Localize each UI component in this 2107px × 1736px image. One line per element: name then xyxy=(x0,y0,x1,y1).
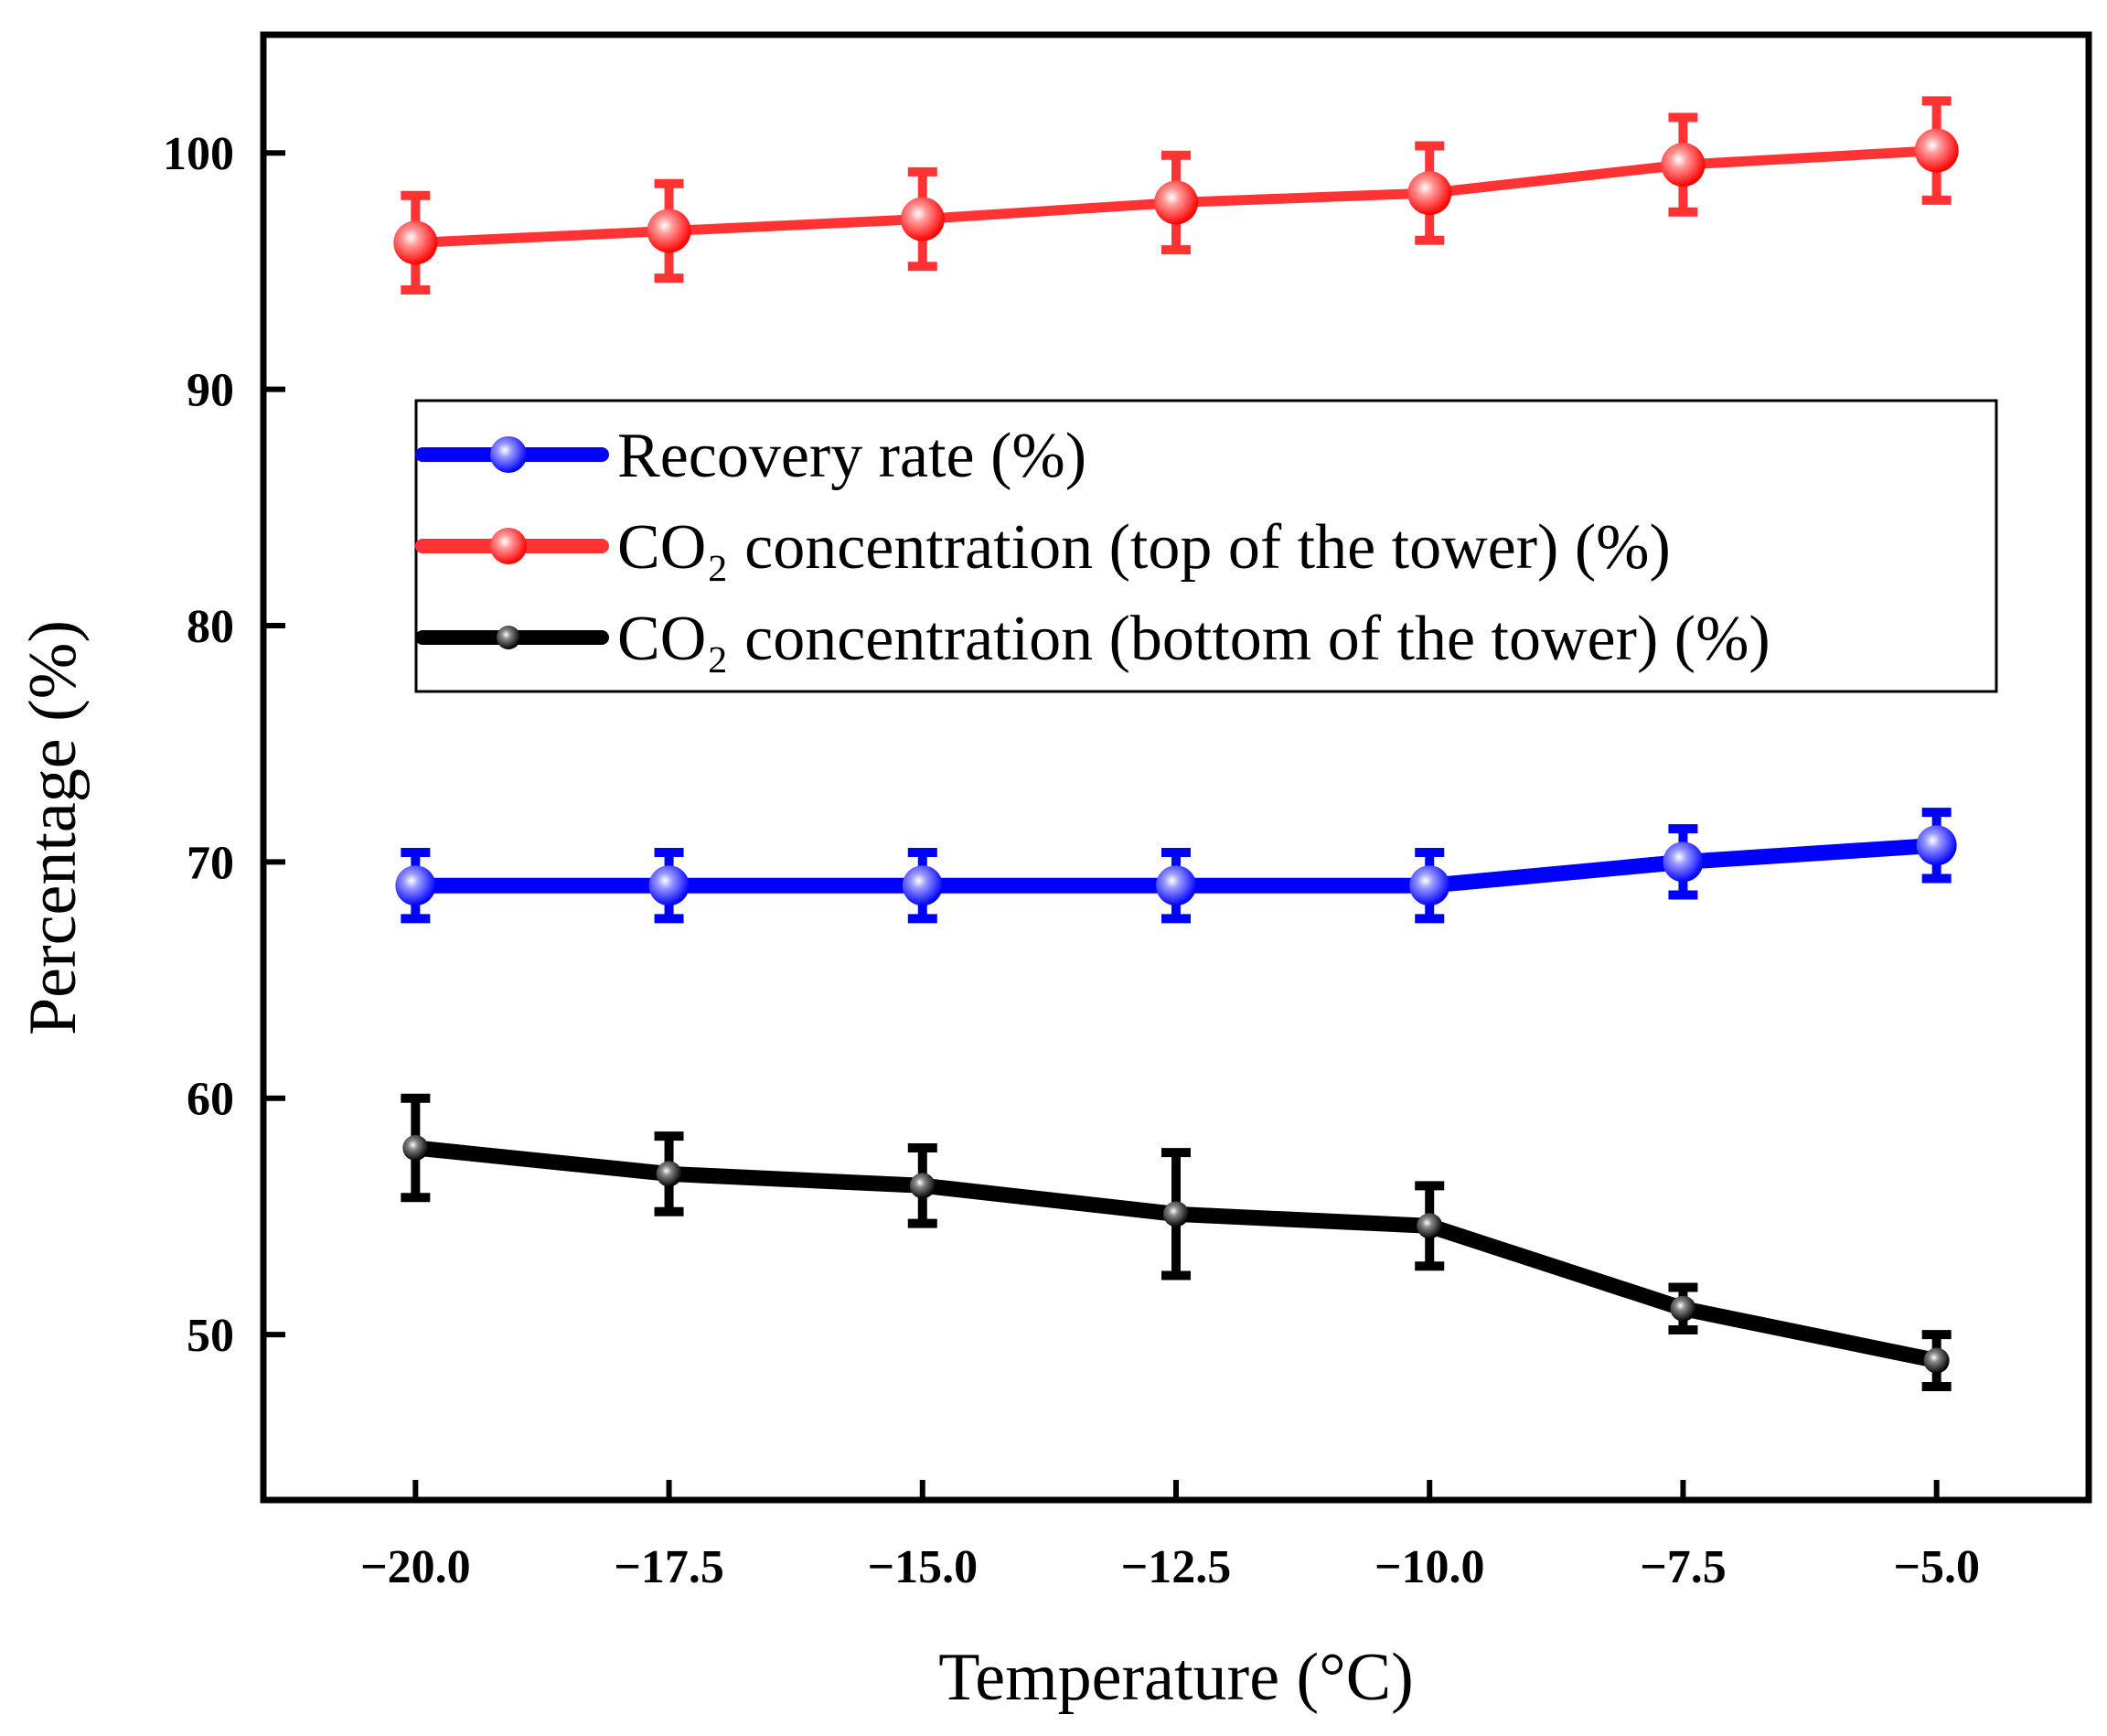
x-tick-label: −15.0 xyxy=(867,1541,978,1593)
data-point-recovery-rate xyxy=(1409,865,1450,906)
legend-item-recovery-rate: Recovery rate (%) xyxy=(415,421,1086,491)
x-axis-title: Temperature (°C) xyxy=(938,1640,1414,1715)
data-point-recovery-rate xyxy=(648,865,690,906)
data-point-co2-bottom xyxy=(1923,1347,1950,1374)
data-point-co2-bottom xyxy=(656,1161,682,1187)
legend-marker-recovery-rate xyxy=(490,436,527,473)
data-point-recovery-rate xyxy=(395,865,436,906)
plot-frame xyxy=(260,31,2092,1504)
data-point-recovery-rate xyxy=(1156,865,1196,906)
data-point-co2-top xyxy=(1661,143,1706,188)
data-point-co2-top xyxy=(1154,180,1198,225)
data-point-co2-top xyxy=(1407,171,1452,216)
x-tick-label: −12.5 xyxy=(1121,1541,1232,1593)
data-point-co2-top xyxy=(647,209,691,253)
y-tick-label: 100 xyxy=(163,128,234,180)
series-co2-bottom xyxy=(401,1093,1952,1391)
y-axis-title: Percentage (%) xyxy=(16,620,91,1035)
data-point-co2-bottom xyxy=(402,1135,429,1162)
y-tick-label: 80 xyxy=(187,601,234,653)
plot-area xyxy=(393,96,1959,1391)
y-tick-label: 90 xyxy=(187,365,234,417)
data-point-co2-bottom xyxy=(1163,1201,1189,1227)
legend-label-co2-top: CO₂ concentration (top of the tower) (%) xyxy=(617,512,1671,583)
legend-marker-co2-bottom xyxy=(497,626,520,649)
legend-label-co2-bottom: CO₂ concentration (bottom of the tower) … xyxy=(617,604,1770,674)
data-point-co2-bottom xyxy=(1417,1213,1443,1239)
legend-frame xyxy=(414,399,1998,693)
data-point-co2-bottom xyxy=(1670,1295,1696,1322)
data-point-co2-top xyxy=(393,220,438,265)
y-tick-label: 60 xyxy=(187,1074,234,1126)
series-recovery-rate xyxy=(395,808,1957,924)
x-tick-label: −10.0 xyxy=(1374,1541,1485,1593)
x-tick-label: −17.5 xyxy=(614,1541,724,1593)
series-co2-top xyxy=(393,96,1959,295)
data-point-co2-bottom xyxy=(909,1173,936,1199)
legend-item-co2-bottom: CO₂ concentration (bottom of the tower) … xyxy=(415,604,1770,674)
data-point-recovery-rate xyxy=(1663,841,1704,883)
legend-marker-co2-top xyxy=(490,528,527,564)
axes: −20.0 −17.5 −15.0 −12.5 −10.0 −7.5 −5.0 50 60 70 8… xyxy=(163,128,1980,1593)
legend: Recovery rate (%) CO₂ concentration (top… xyxy=(414,399,1998,693)
data-point-co2-top xyxy=(1914,128,1959,173)
x-tick-label: −20.0 xyxy=(360,1541,471,1593)
x-tick-label: −5.0 xyxy=(1893,1541,1980,1593)
data-point-co2-top xyxy=(900,197,945,241)
legend-item-co2-top: CO₂ concentration (top of the tower) (%) xyxy=(415,512,1671,583)
x-tick-label: −7.5 xyxy=(1640,1541,1727,1593)
legend-label-recovery-rate: Recovery rate (%) xyxy=(617,421,1086,491)
y-tick-label: 50 xyxy=(187,1310,234,1362)
data-point-recovery-rate xyxy=(902,865,943,906)
data-point-recovery-rate xyxy=(1916,825,1957,866)
y-tick-label: 70 xyxy=(187,837,234,889)
